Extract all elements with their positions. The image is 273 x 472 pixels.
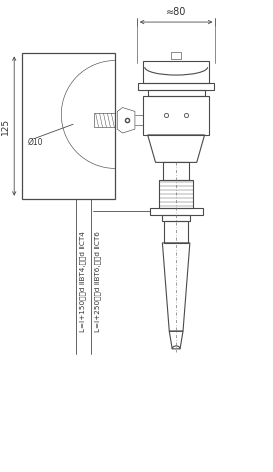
Bar — [163, 162, 189, 180]
Bar — [159, 180, 193, 208]
Bar — [162, 215, 190, 221]
Bar — [94, 113, 115, 127]
Bar — [171, 51, 181, 59]
Text: 125: 125 — [1, 118, 10, 135]
Bar — [22, 53, 115, 199]
Bar — [150, 208, 203, 215]
Bar — [148, 90, 204, 96]
Text: ≈80: ≈80 — [166, 7, 186, 17]
Text: L=l+150用于d ⅡBT4,用于d ⅡCT4: L=l+150用于d ⅡBT4,用于d ⅡCT4 — [80, 231, 86, 332]
Text: L=l+250用于d ⅡBT6,用于d ⅡCT6: L=l+250用于d ⅡBT6,用于d ⅡCT6 — [94, 231, 101, 332]
Bar — [138, 83, 214, 90]
Bar — [143, 61, 209, 83]
Text: Ø10: Ø10 — [28, 137, 44, 146]
Bar — [143, 96, 209, 135]
Bar — [164, 221, 188, 243]
